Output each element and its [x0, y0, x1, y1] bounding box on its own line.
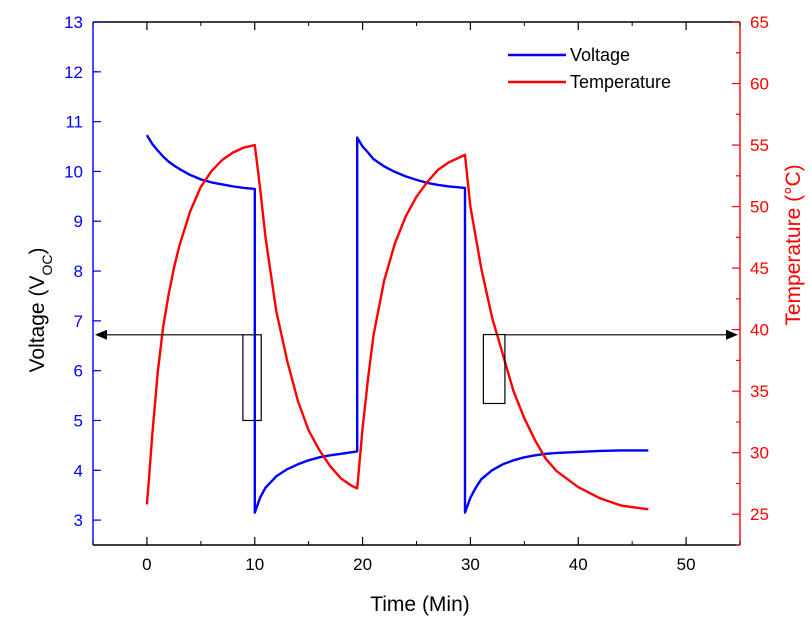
- legend-label-voltage: Voltage: [570, 45, 630, 65]
- y-left-tick-label: 13: [64, 13, 83, 32]
- y-left-axis-title-main: Voltage (V: [26, 276, 49, 373]
- legend-label-temperature: Temperature: [570, 72, 671, 92]
- y-left-tick-label: 3: [74, 511, 83, 530]
- y-left-axis-title-suffix: ): [26, 248, 49, 255]
- y-right-tick-label: 60: [750, 75, 769, 94]
- y-right-tick-label: 25: [750, 505, 769, 524]
- x-tick-label: 40: [569, 555, 588, 574]
- annotation-box-temperature: [482, 333, 506, 405]
- annotations-group: [95, 329, 738, 422]
- y-right-tick-label: 65: [750, 13, 769, 32]
- y-left-tick-label: 6: [74, 362, 83, 381]
- y-right-tick-label: 55: [750, 136, 769, 155]
- voltage-series-line: [145, 134, 649, 514]
- y-left-tick-label: 9: [74, 212, 83, 231]
- y-right-axis-ticks: 25 30 35 40 45 50 55 60 65: [732, 13, 769, 546]
- y-left-tick-label: 11: [65, 113, 83, 132]
- temperature-series-line: [145, 143, 649, 511]
- x-tick-label: 50: [677, 555, 696, 574]
- arrow-head-right: [726, 329, 738, 340]
- y-right-tick-label: 40: [750, 321, 769, 340]
- y-left-tick-label: 4: [74, 461, 83, 480]
- legend-background: [498, 34, 720, 104]
- x-tick-label: 0: [142, 555, 151, 574]
- y-left-tick-label: 5: [74, 411, 83, 430]
- y-left-tick-label: 10: [64, 162, 83, 181]
- temperature-series-group: [145, 143, 649, 511]
- y-right-axis-title: Temperature (°C): [782, 164, 805, 325]
- y-right-tick-label: 45: [750, 259, 769, 278]
- y-right-tick-label: 50: [750, 198, 769, 217]
- x-axis-ticks: 0 10 20 30 40 50: [92, 22, 741, 574]
- voltage-series-group: [145, 134, 649, 514]
- y-left-axis-title-sub: OC: [39, 255, 55, 276]
- x-axis-title: Time (Min): [370, 593, 470, 616]
- x-tick-label: 10: [245, 555, 264, 574]
- arrow-head-left: [95, 329, 107, 340]
- x-tick-label: 20: [353, 555, 372, 574]
- annotation-box-voltage: [242, 334, 262, 422]
- y-right-tick-label: 30: [750, 444, 769, 463]
- y-left-axis-ticks: 3 4 5 6 7 8 9 10 11 12 13: [64, 13, 101, 530]
- y-right-tick-label: 35: [750, 382, 769, 401]
- y-left-axis-title: Voltage (VOC): [26, 248, 55, 373]
- x-tick-label: 30: [461, 555, 480, 574]
- y-left-tick-label: 8: [74, 262, 83, 281]
- y-left-tick-label: 12: [64, 63, 83, 82]
- legend: Voltage Temperature: [498, 34, 720, 104]
- y-left-tick-label: 7: [74, 312, 83, 331]
